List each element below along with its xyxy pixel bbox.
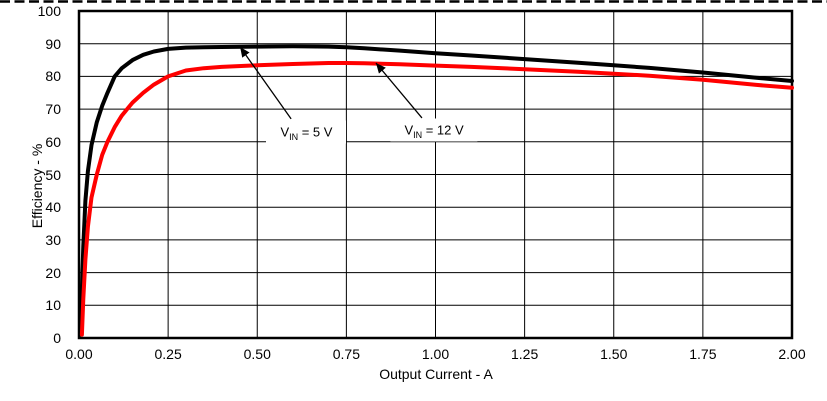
y-tick-label: 90: [45, 35, 61, 52]
x-tick-label: 0.25: [154, 346, 182, 362]
y-tick-label: 70: [45, 101, 61, 118]
x-tick-label: 0.00: [65, 346, 93, 362]
x-tick-label: 2.00: [778, 346, 806, 362]
curve-annotation-label-1: VIN = 12 V: [390, 118, 478, 142]
y-tick-label: 10: [45, 297, 61, 314]
x-tick-label: 1.00: [421, 346, 450, 362]
y-tick-label: 20: [45, 264, 61, 281]
y-tick-label: 0: [53, 330, 61, 346]
plot-frame: [77, 9, 794, 340]
y-tick-label: 100: [37, 3, 61, 19]
x-tick-label: 0.75: [332, 346, 360, 362]
x-tick-label: 1.50: [600, 346, 628, 362]
annotation-arrow-1: [375, 62, 423, 119]
y-tick-label: 60: [45, 133, 61, 150]
curve-series-1: [79, 61, 794, 337]
x-tick-label: 1.25: [511, 346, 539, 362]
curve-annotation-label-0: VIN = 5 V: [266, 120, 347, 144]
annotation-arrow-0: [239, 46, 292, 120]
y-axis-title: Efficiency - %: [29, 143, 45, 229]
x-tick-label: 1.75: [689, 346, 717, 362]
y-tick-label: 40: [45, 199, 61, 216]
y-tick-label: 30: [45, 231, 61, 248]
x-axis-title: Output Current - A: [379, 366, 493, 382]
y-tick-label: 50: [45, 166, 61, 183]
x-tick-label: 0.50: [243, 346, 271, 362]
curve-series-0: [78, 44, 794, 337]
y-tick-label: 80: [45, 68, 61, 85]
